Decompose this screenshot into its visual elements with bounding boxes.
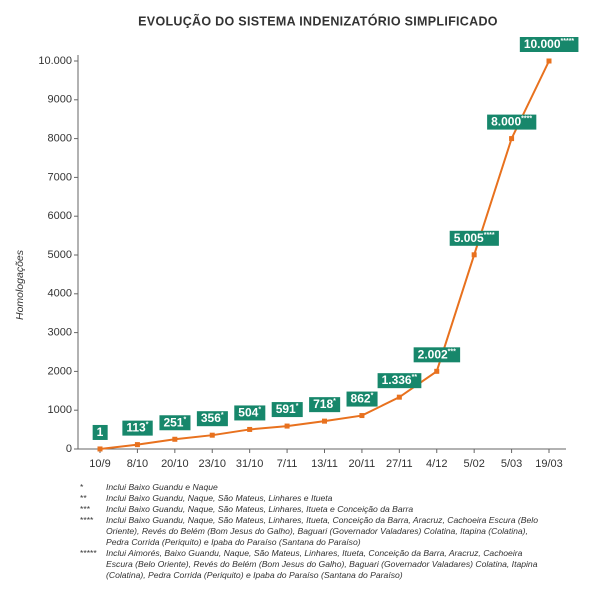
- footnote: *** Inclui Baixo Guandu, Naque, São Mateu…: [80, 504, 550, 515]
- data-label-bg: [449, 230, 499, 246]
- line: [99, 60, 550, 450]
- chart: EVOLUÇÃO DO SISTEMA INDENIZATÓRIO SIMPLI…: [14, 13, 579, 470]
- footnote-marker: **: [80, 493, 87, 503]
- chart-title: EVOLUÇÃO DO SISTEMA INDENIZATÓRIO SIMPLI…: [138, 13, 498, 28]
- data-label: 718*: [313, 397, 336, 411]
- point: [284, 423, 290, 429]
- point: [359, 413, 365, 419]
- footnote: ** Inclui Baixo Guandu, Naque, São Mateus…: [80, 493, 550, 504]
- footnote-text: Inclui Baixo Guandu, Naque, São Mateus, …: [106, 493, 333, 503]
- data-label-box: 8.000****: [487, 114, 537, 130]
- data-label-bg: [377, 373, 422, 389]
- data-label: 504*: [238, 406, 261, 420]
- footnote: **** Inclui Baixo Guandu, Naque, São Mate…: [80, 515, 550, 548]
- data-label-box: 356*: [196, 411, 228, 427]
- x-tick-label: 31/10: [236, 458, 264, 470]
- footnote-marker: *: [80, 482, 84, 492]
- y-tick-label: 3000: [48, 327, 72, 339]
- x-tick-label: 7/11: [277, 458, 298, 470]
- data-label: 862*: [351, 392, 374, 406]
- y-tick-label: 0: [66, 443, 72, 455]
- point: [134, 442, 140, 448]
- data-label-bg: [159, 415, 191, 431]
- data-label: 591*: [276, 402, 299, 416]
- point: [471, 252, 477, 258]
- data-label-bg: [196, 411, 228, 427]
- footnote: ***** Inclui Aimorés, Baixo Guandu, Naque…: [80, 548, 550, 581]
- y-tick-label: 6000: [48, 210, 72, 222]
- footnote-marker: *****: [80, 548, 97, 558]
- data-label-box: 718*: [309, 397, 341, 413]
- y-tick-label: 8000: [48, 133, 72, 145]
- x-tick-label: 23/10: [198, 458, 226, 470]
- x-tick-label: 5/03: [501, 458, 522, 470]
- data-label-box: 251*: [159, 415, 191, 431]
- y-tick-label: 9000: [48, 94, 72, 106]
- point: [172, 436, 178, 442]
- data-label-box: 504*: [234, 405, 266, 421]
- data-label-bg: [92, 424, 108, 440]
- footnote-marker: ****: [80, 515, 94, 525]
- point: [209, 432, 215, 438]
- y-tick-label: 5000: [48, 249, 72, 261]
- data-label-box: 1: [92, 424, 108, 440]
- point: [434, 368, 440, 374]
- point: [322, 418, 327, 424]
- footnote-text: Inclui Baixo Guandu e Naque: [106, 482, 218, 492]
- point: [247, 426, 253, 432]
- data-label-box: 1.336**: [377, 373, 422, 389]
- point: [546, 58, 552, 64]
- data-label-bg: [234, 405, 266, 421]
- data-label-bg: [346, 391, 378, 407]
- data-label-box: 591*: [271, 402, 303, 418]
- data-label-bg: [309, 397, 341, 413]
- data-label: 10.000*****: [524, 37, 575, 51]
- footnote-text: Inclui Baixo Guandu, Naque, São Mateus, …: [106, 515, 538, 547]
- data-label: 1: [97, 425, 104, 439]
- y-tick-label: 4000: [48, 288, 72, 300]
- x-tick-label: 13/11: [311, 458, 338, 470]
- x-tick-label: 10/9: [89, 458, 110, 470]
- data-label-box: 862*: [346, 391, 378, 407]
- data-label: 356*: [201, 411, 224, 425]
- data-label-box: 10.000*****: [519, 37, 579, 52]
- data-label-bg: [271, 402, 303, 418]
- y-tick-label: 1000: [48, 404, 72, 416]
- y-tick-label: 2000: [48, 365, 72, 377]
- x-tick-label: 27/11: [386, 458, 413, 470]
- x-tick-label: 4/12: [426, 458, 447, 470]
- data-label: 8.000****: [491, 115, 532, 129]
- y-axis-label: Homologações: [14, 249, 26, 320]
- point: [97, 446, 103, 452]
- y-tick-label: 7000: [48, 171, 72, 183]
- data-label-bg: [413, 347, 461, 363]
- point: [509, 136, 515, 142]
- data-label: 1.336**: [382, 373, 418, 387]
- data-label-box: 5.005****: [449, 230, 499, 246]
- data-label-bg: [487, 114, 537, 130]
- data-label: 251*: [163, 415, 186, 429]
- data-label: 2.002***: [418, 347, 456, 361]
- point: [396, 394, 402, 400]
- data-label: 5.005****: [454, 231, 495, 245]
- x-tick-label: 20/10: [161, 458, 189, 470]
- data-label: 113*: [126, 421, 148, 435]
- footnotes: * Inclui Baixo Guandu e Naque ** Inclui Bai…: [80, 482, 550, 581]
- footnote-marker: ***: [80, 504, 91, 514]
- footnote-text: Inclui Aimorés, Baixo Guandu, Naque, São…: [106, 548, 538, 580]
- y-tick-label: 10.000: [38, 55, 72, 67]
- data-label-bg: [122, 420, 153, 436]
- x-tick-label: 5/02: [463, 458, 484, 470]
- x-tick-label: 20/11: [349, 458, 376, 470]
- x-tick-label: 19/03: [535, 458, 563, 470]
- data-label-bg: [519, 37, 579, 52]
- x-tick-label: 8/10: [127, 458, 148, 470]
- footnote-text: Inclui Baixo Guandu, Naque, São Mateus, …: [106, 504, 414, 514]
- footnote: * Inclui Baixo Guandu e Naque: [80, 482, 550, 493]
- data-label-box: 2.002***: [413, 347, 461, 363]
- data-label-box: 113*: [122, 420, 153, 436]
